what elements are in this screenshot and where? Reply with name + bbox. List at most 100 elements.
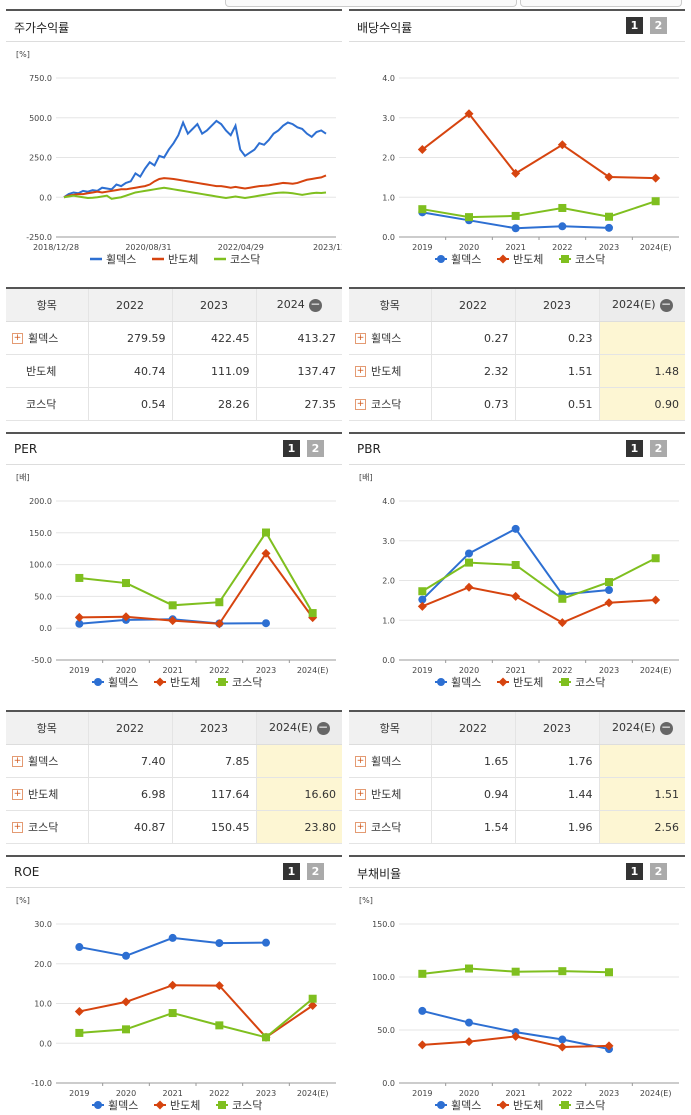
y-tick-label: -250.0 — [26, 233, 52, 242]
data-point — [511, 967, 520, 976]
data-point — [417, 145, 427, 155]
x-tick-label: 2022 — [209, 666, 229, 675]
expand-icon[interactable]: + — [355, 755, 366, 767]
series-line — [63, 119, 327, 199]
page-1-button[interactable]: 1 — [626, 440, 643, 457]
top-tab-strip — [225, 0, 517, 7]
row-label: 휠덱스 — [28, 332, 59, 345]
table-cell: 0.94 — [430, 777, 515, 811]
series-3 — [75, 994, 317, 1042]
table-cell: 422.45 — [171, 321, 256, 355]
page-1-button[interactable]: 1 — [283, 863, 300, 880]
legend: 휠덱스 반도체 코스닥 — [90, 253, 260, 266]
expand-icon[interactable]: + — [355, 398, 366, 410]
page-2-button[interactable]: 2 — [307, 863, 324, 880]
table-pbr: 항목 2022 2023 2024(E) − + 휠덱스 1.65 1.76 + 반도… — [349, 712, 685, 844]
x-tick-label: 2019 — [412, 1089, 432, 1098]
expand-icon[interactable]: + — [355, 821, 366, 833]
data-point — [308, 994, 317, 1003]
data-point — [121, 997, 131, 1007]
x-tick-label: 2019 — [69, 1089, 89, 1098]
series-line — [79, 997, 314, 1039]
data-point — [168, 980, 178, 990]
y-tick-label: 0.0 — [382, 656, 395, 665]
legend-item: 휠덱스 — [435, 253, 481, 266]
data-point — [498, 1100, 508, 1110]
data-point — [605, 968, 613, 977]
data-point — [168, 601, 177, 610]
data-point — [498, 677, 508, 687]
chart-pbr: [배] 4.0 3.0 2.0 1.0 0.0 2019 2020 2021 2022 2023 20… — [359, 473, 679, 689]
data-point — [308, 609, 317, 618]
x-tick-label: 2024(E) — [640, 666, 672, 675]
expand-icon[interactable]: + — [12, 332, 23, 344]
page-1-button[interactable]: 1 — [626, 17, 643, 34]
data-point — [94, 1101, 102, 1109]
expand-icon[interactable]: + — [12, 821, 23, 833]
chart-per: [배] 200.0 150.0 100.0 50.0 0.0 -50.0 2019 2020 20… — [16, 473, 336, 689]
y-tick-label: 100.0 — [372, 973, 395, 982]
col-header: 2023 — [171, 289, 256, 322]
x-tick-label: 2022/04/29 — [218, 243, 264, 252]
series-3 — [75, 528, 317, 618]
page-2-button[interactable]: 2 — [650, 863, 667, 880]
page-2-button[interactable]: 2 — [650, 17, 667, 34]
expand-icon[interactable]: + — [355, 788, 366, 800]
legend-item: 코스닥 — [214, 253, 260, 266]
axis-unit-label: [%] — [359, 896, 373, 905]
x-tick-label: 2023 — [599, 1089, 619, 1098]
x-tick-label: 2020 — [116, 1089, 136, 1098]
x-tick-label: 2023/12/28 — [313, 243, 342, 252]
data-point — [121, 612, 131, 622]
table-cell: 1.48 — [598, 354, 685, 388]
panel-roe: ROE 1 2 [%] 30.0 20.0 10.0 0.0 -10.0 2019 2020 2… — [6, 855, 342, 1115]
data-point — [558, 222, 567, 231]
y-tick-label: 2.0 — [382, 577, 395, 586]
page-1-button[interactable]: 1 — [626, 863, 643, 880]
col-header: 항목 — [6, 712, 88, 745]
collapse-icon[interactable]: − — [308, 296, 322, 312]
data-point — [417, 601, 427, 611]
data-point — [558, 594, 567, 603]
expand-icon[interactable]: + — [12, 788, 23, 800]
series-3 — [63, 186, 327, 200]
legend-item: 반도체 — [497, 676, 543, 689]
col-header: 항목 — [6, 289, 88, 322]
legend: 휠덱스 반도체 코스닥 — [435, 1099, 605, 1112]
data-point — [74, 1006, 84, 1016]
data-point — [605, 578, 613, 587]
series-1 — [63, 119, 327, 199]
data-point — [558, 967, 567, 976]
col-header: 항목 — [349, 289, 431, 322]
data-point — [511, 1031, 521, 1041]
x-tick-label: 2021 — [162, 666, 182, 675]
axis-unit-label: [배] — [359, 473, 373, 482]
collapse-icon[interactable]: − — [659, 296, 673, 312]
data-point — [464, 1037, 474, 1047]
expand-icon[interactable]: + — [355, 332, 366, 344]
collapse-icon[interactable]: − — [316, 719, 330, 735]
series-2 — [417, 1031, 614, 1052]
page-1-button[interactable]: 1 — [283, 440, 300, 457]
y-tick-label: 3.0 — [382, 114, 395, 123]
y-tick-label: 30.0 — [34, 920, 52, 929]
y-tick-label: -50.0 — [31, 656, 52, 665]
data-point — [155, 1100, 165, 1110]
col-header-2024e: 2024(E) − — [255, 712, 342, 745]
data-point — [418, 595, 427, 604]
data-point — [214, 981, 224, 991]
legend-label: 휠덱스 — [108, 676, 138, 689]
x-tick-label: 2020/08/31 — [125, 243, 171, 252]
legend-label: 휠덱스 — [106, 253, 136, 266]
page-2-button[interactable]: 2 — [650, 440, 667, 457]
legend: 휠덱스 반도체 코스닥 — [435, 253, 605, 266]
page-2-button[interactable]: 2 — [307, 440, 324, 457]
expand-icon[interactable]: + — [355, 365, 366, 377]
expand-icon[interactable]: + — [12, 755, 23, 767]
data-point — [261, 548, 271, 558]
legend-label: 반도체 — [513, 1099, 543, 1112]
table-row: + 반도체 0.94 1.44 1.51 — [349, 777, 685, 811]
collapse-icon[interactable]: − — [659, 719, 673, 735]
table-cell: 137.47 — [255, 354, 342, 388]
data-point — [465, 213, 473, 222]
